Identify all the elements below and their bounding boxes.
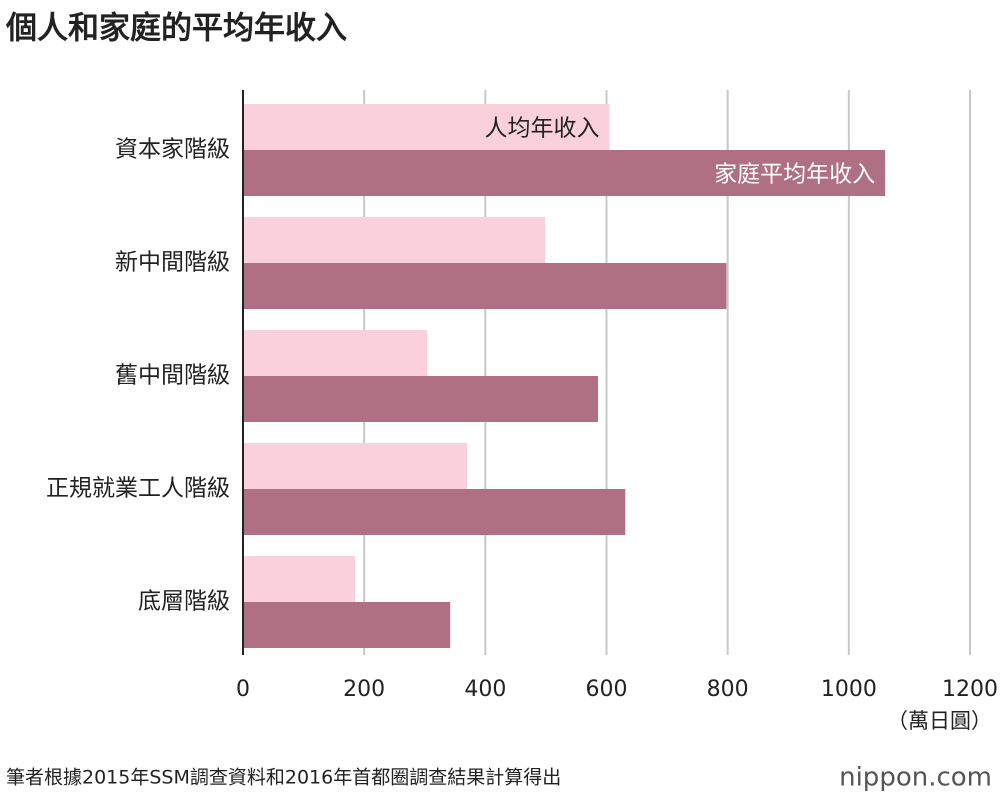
y-tick-label: 新中間階級 [115,250,230,276]
y-tick-label: 資本家階級 [115,137,230,163]
x-tick-label: 0 [236,677,250,702]
brand-logo: nippon.com [839,763,992,793]
bar [243,556,356,602]
bar [243,150,886,196]
x-tick-label: 400 [464,677,506,702]
bar [243,376,599,422]
bar [243,443,468,489]
y-tick-label: 正規就業工人階級 [46,476,230,502]
bar [243,489,626,535]
bar [243,330,428,376]
x-axis-label: （萬日圓） [887,709,992,733]
series-label: 人均年收入 [485,116,600,142]
bar [243,602,451,648]
x-tick-label: 200 [343,677,385,702]
bar [243,263,727,309]
series-label: 家庭平均年收入 [714,162,875,188]
x-tick-label: 600 [586,677,628,702]
x-tick-label: 1000 [821,677,877,702]
source-note: 筆者根據2015年SSM調查資料和2016年首都圈調查結果計算得出 [6,767,561,789]
bar [243,217,546,263]
y-tick-label: 底層階級 [138,589,230,615]
x-tick-label: 800 [707,677,749,702]
x-tick-label: 1200 [942,677,998,702]
bar [243,104,610,150]
chart-title: 個人和家庭的平均年收入 [5,11,347,47]
y-tick-label: 舊中間階級 [115,363,230,389]
